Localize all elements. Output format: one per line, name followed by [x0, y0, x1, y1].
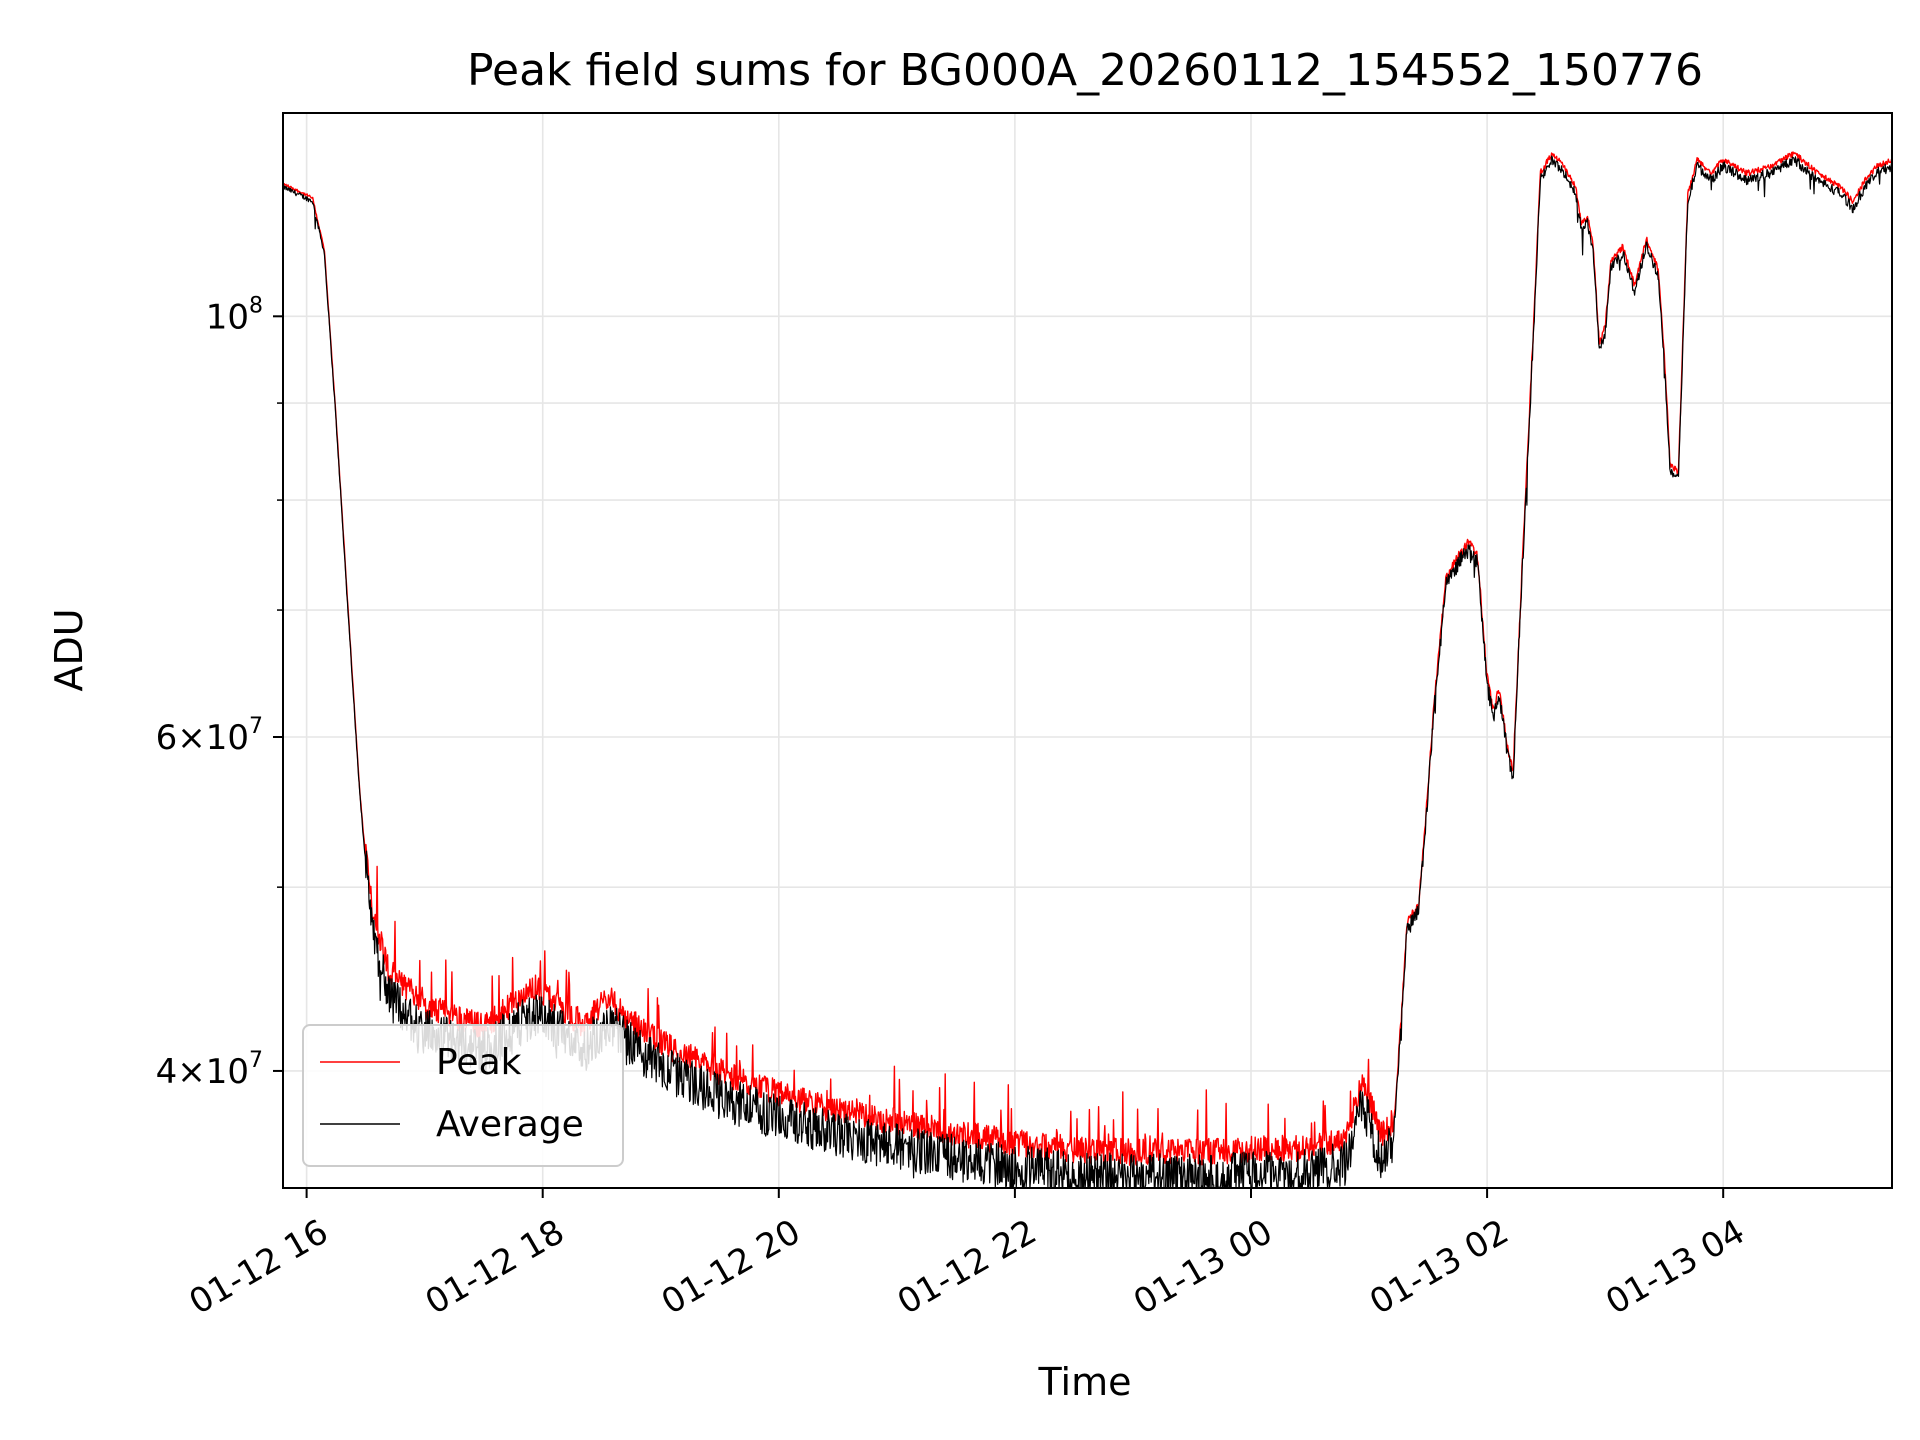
legend: Peak Average [302, 1024, 624, 1167]
legend-peak-label: Peak [436, 1042, 522, 1083]
y-tick-label: 6×107 [156, 714, 263, 758]
grid [283, 113, 1892, 1188]
plot-frame [282, 112, 1893, 1189]
legend-box [302, 1024, 624, 1167]
chart-title: Peak field sums for BG000A_20260112_1545… [467, 45, 1703, 96]
y-tick-label: 4×107 [156, 1048, 263, 1092]
x-axis-label: Time [1038, 1360, 1132, 1404]
y-tick-label: 108 [206, 293, 263, 337]
y-axis-label: ADU [47, 608, 91, 691]
legend-average-label: Average [436, 1104, 584, 1145]
